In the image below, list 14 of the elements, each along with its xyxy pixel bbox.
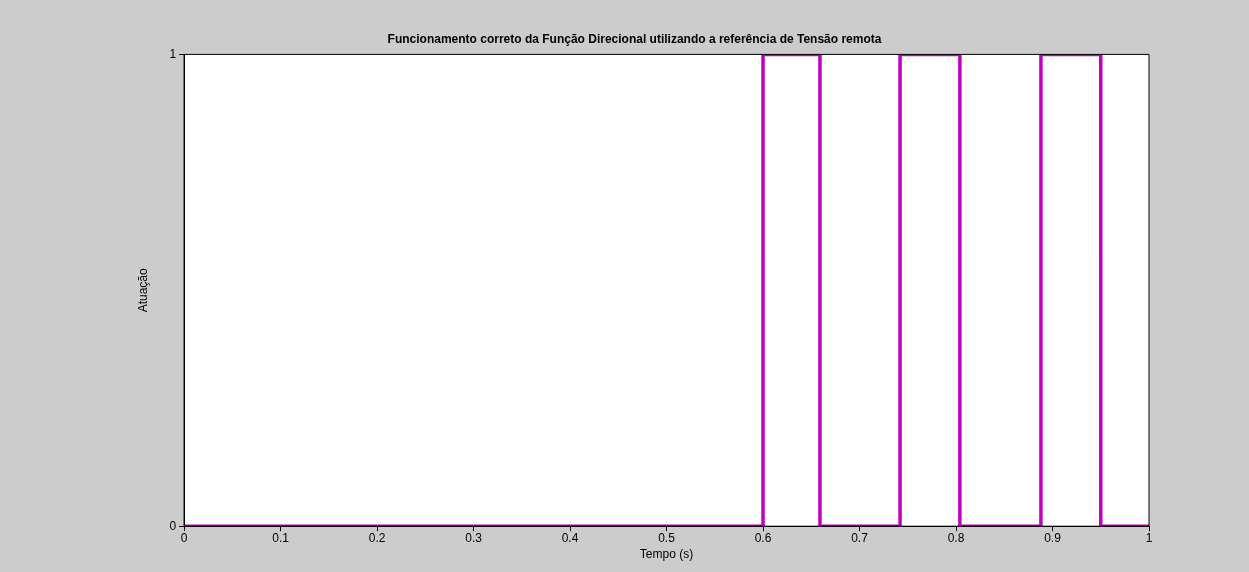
- x-tick-label: 0.2: [368, 530, 386, 545]
- x-tick-label: 1: [1145, 530, 1153, 545]
- x-tick-label: 0.5: [658, 530, 676, 545]
- x-tick-label: 0.8: [947, 530, 965, 545]
- x-tick-label: 0.6: [754, 530, 772, 545]
- x-tick-label: 0.1: [272, 530, 290, 545]
- x-tick-label: 0.9: [1044, 530, 1062, 545]
- x-tick-label: 0.7: [851, 530, 869, 545]
- x-axis-title: Tempo (s): [639, 547, 694, 562]
- chart-title: Funcionamento correto da Função Direcional utilizando a referência de Tensão remota: [387, 31, 882, 46]
- x-tick-label: 0: [180, 530, 188, 545]
- y-axis-title: Atuação: [135, 267, 150, 313]
- x-tick-label: 0.3: [465, 530, 483, 545]
- x-tick-label: 0.4: [561, 530, 579, 545]
